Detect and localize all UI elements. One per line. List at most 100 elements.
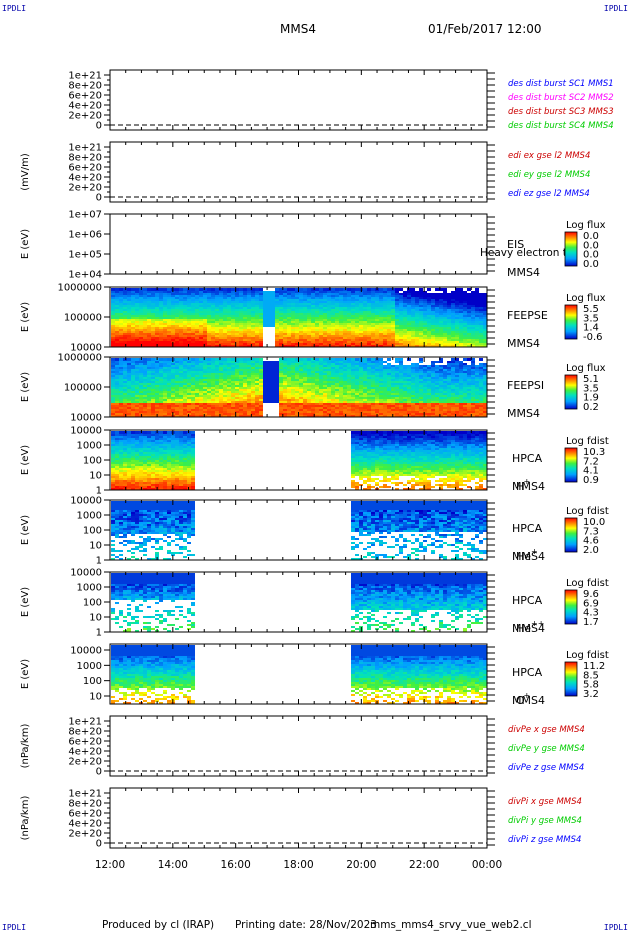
spectrogram-cell xyxy=(219,288,223,291)
spectrogram-cell xyxy=(391,303,395,305)
spectrogram-cell xyxy=(387,288,391,291)
spectrogram-cell xyxy=(119,311,123,313)
spectrogram-cell xyxy=(427,377,431,379)
spectrogram-cell xyxy=(191,373,195,375)
spectrogram-cell xyxy=(279,379,283,381)
spectrogram-cell xyxy=(483,293,487,307)
spectrogram-cell xyxy=(443,323,447,325)
spectrogram-cell xyxy=(335,305,339,307)
spectrogram-cell xyxy=(143,331,147,333)
spectrogram-cell xyxy=(123,367,127,369)
spectrogram-cell xyxy=(123,369,127,371)
spectrogram-cell xyxy=(339,301,343,303)
spectrogram-cell xyxy=(207,335,211,337)
spectrogram-cell xyxy=(127,363,131,365)
spectrogram-cell xyxy=(259,319,263,321)
spectrogram-cell xyxy=(203,325,207,327)
spectrogram-cell xyxy=(131,373,135,375)
spectrogram-cell xyxy=(327,403,331,405)
spectrogram-cell xyxy=(119,367,123,369)
spectrogram-cell xyxy=(327,395,331,397)
spectrogram-cell xyxy=(183,329,187,331)
spectrogram-cell xyxy=(311,409,315,411)
spectrogram-cell xyxy=(411,341,415,343)
spectrogram-cell xyxy=(359,319,363,321)
spectrogram-cell xyxy=(219,321,223,323)
spectrogram-cell xyxy=(447,321,451,323)
spectrogram-cell xyxy=(443,301,447,303)
spectrogram-cell xyxy=(447,311,451,313)
spectrogram-cell xyxy=(259,311,263,313)
spectrogram-cell xyxy=(331,305,335,307)
spectrogram-cell xyxy=(343,409,347,411)
spectrogram-cell xyxy=(339,319,343,321)
spectrogram-cell xyxy=(199,393,203,395)
spectrogram-cell xyxy=(111,371,115,373)
spectrogram-cell xyxy=(371,319,375,321)
spectrogram-cell xyxy=(119,337,123,339)
spectrogram-cell xyxy=(183,301,187,303)
spectrogram-cell xyxy=(195,399,199,401)
spectrogram-cell xyxy=(195,323,199,325)
spectrogram-cell xyxy=(291,389,295,391)
spectrogram-cell xyxy=(119,413,123,415)
spectrogram-cell xyxy=(171,365,175,367)
spectrogram-cell xyxy=(451,323,455,325)
spectrogram-cell xyxy=(403,291,407,293)
spectrogram-cell xyxy=(427,365,431,367)
spectrogram-cell xyxy=(143,335,147,337)
spectrogram-cell xyxy=(387,305,391,307)
spectrogram-cell xyxy=(307,319,311,321)
spectrogram-cell xyxy=(119,377,123,379)
spectrogram-cell xyxy=(287,399,291,401)
spectrogram-cell xyxy=(287,401,291,403)
spectrogram-cell xyxy=(379,329,383,331)
spectrogram-cell xyxy=(283,321,287,323)
spectrogram-cell xyxy=(215,373,219,375)
spectrogram-cell xyxy=(355,337,359,339)
spectrogram-cell xyxy=(459,331,463,333)
spectrogram-cell xyxy=(375,405,379,407)
spectrogram-cell xyxy=(327,407,331,409)
spectrogram-cell xyxy=(199,403,203,405)
spectrogram-cell xyxy=(315,405,319,407)
spectrogram-cell xyxy=(155,325,159,327)
spectrogram-cell xyxy=(279,358,283,361)
spectrogram-cell xyxy=(171,401,175,403)
spectrogram-cell xyxy=(291,401,295,403)
spectrogram-cell xyxy=(427,371,431,373)
spectrogram-cell xyxy=(139,365,143,367)
spectrogram-cell xyxy=(223,295,227,297)
spectrogram-cell xyxy=(459,315,463,317)
spectrogram-cell xyxy=(395,385,399,387)
spectrogram-cell xyxy=(167,383,171,385)
spectrogram-cell xyxy=(119,307,123,309)
spectrogram-cell xyxy=(423,305,427,307)
spectrogram-cell xyxy=(139,295,143,297)
spectrogram-cell xyxy=(383,301,387,303)
spectrogram-cell xyxy=(167,409,171,411)
spectrogram-cell xyxy=(219,367,223,369)
spectrogram-cell xyxy=(215,395,219,397)
spectrogram-cell xyxy=(355,307,359,311)
spectrogram-cell xyxy=(251,301,255,303)
spectrogram-cell xyxy=(471,307,475,309)
spectrogram-cell xyxy=(179,345,183,347)
spectrogram-cell xyxy=(347,371,351,373)
spectrogram-cell xyxy=(371,393,375,395)
spectrogram-cell xyxy=(291,341,295,343)
spectrogram-cell xyxy=(395,299,399,301)
spectrogram-cell xyxy=(291,327,295,329)
spectrogram-cell xyxy=(415,317,419,319)
spectrogram-cell xyxy=(211,403,215,405)
spectrogram-cell xyxy=(315,331,319,333)
spectrogram-cell xyxy=(279,407,283,409)
spectrogram-cell xyxy=(239,367,243,369)
spectrogram-cell xyxy=(135,333,139,335)
spectrogram-cell xyxy=(323,331,327,333)
spectrogram-cell xyxy=(371,379,375,381)
spectrogram-cell xyxy=(371,405,375,407)
spectrogram-cell xyxy=(171,339,175,341)
spectrogram-cell xyxy=(367,403,371,405)
spectrogram-cell xyxy=(199,333,203,335)
